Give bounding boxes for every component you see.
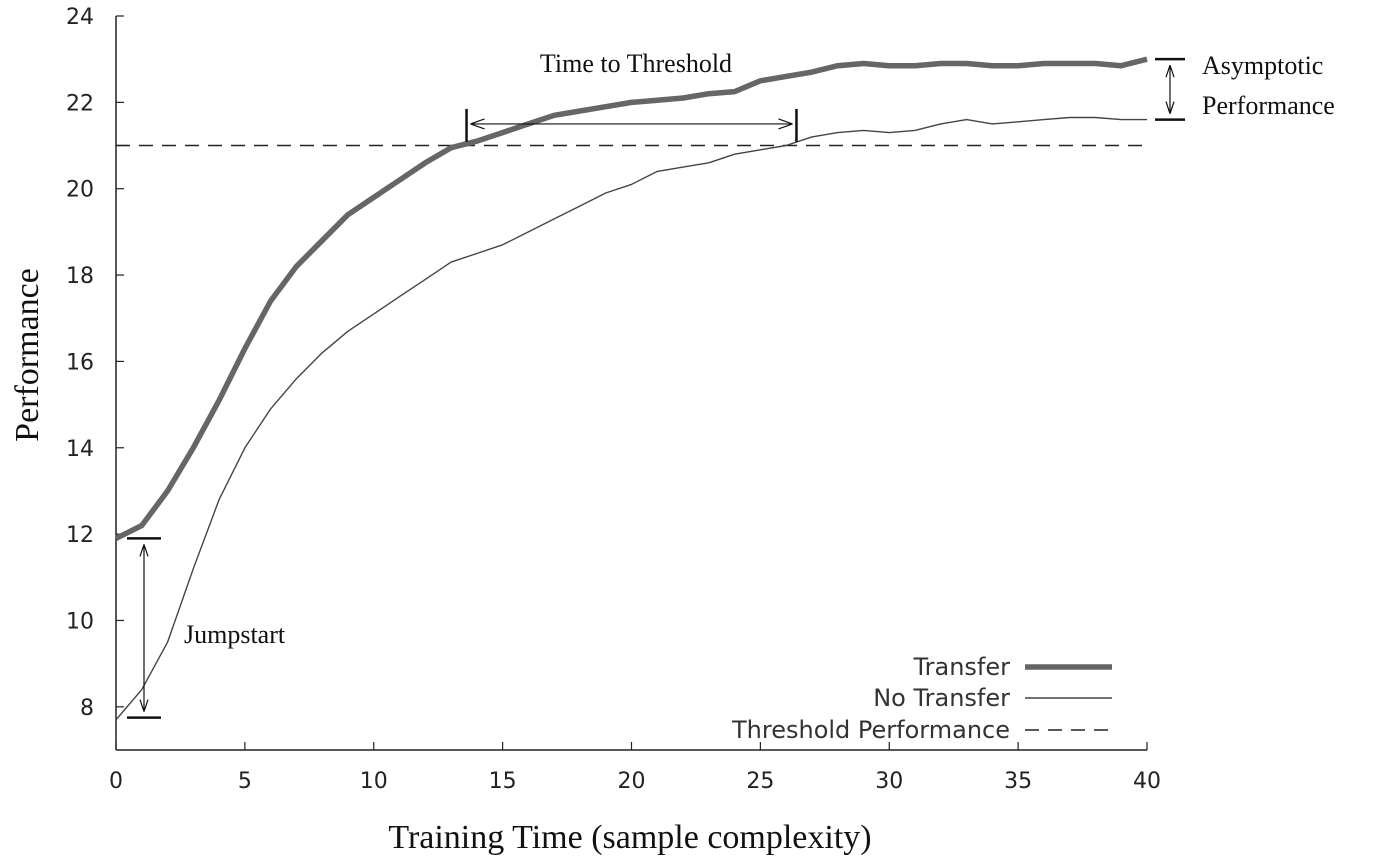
asymptotic-arrowhead-bottom xyxy=(1165,101,1175,114)
y-tick-label: 8 xyxy=(80,696,94,721)
x-tick-label: 0 xyxy=(109,769,123,794)
series-line-no-transfer xyxy=(115,116,1147,721)
legend-label-threshold-performance: Threshold Performance xyxy=(731,716,1010,744)
x-tick-label: 40 xyxy=(1133,769,1161,794)
y-tick-label: 14 xyxy=(66,437,94,462)
y-tick-label: 22 xyxy=(66,91,94,116)
x-tick-label: 10 xyxy=(360,769,388,794)
ticks: 0 5 10 15 20 25 30 35 40 8 10 12 14 16 18 20 22 24 xyxy=(66,5,1161,794)
annotations xyxy=(127,57,1185,719)
asymptotic-label-line1: Asymptotic xyxy=(1202,51,1323,80)
x-axis-title: Training Time (sample complexity) xyxy=(388,819,871,856)
y-tick-label: 24 xyxy=(66,5,94,30)
x-tick-label: 5 xyxy=(238,769,252,794)
time-to-threshold-arrowhead-left xyxy=(470,118,485,130)
y-tick-label: 10 xyxy=(66,609,94,634)
series-layer xyxy=(114,56,1148,721)
y-tick-label: 12 xyxy=(66,523,94,548)
legend-label-no-transfer: No Transfer xyxy=(873,684,1010,712)
jumpstart-arrowhead-top xyxy=(139,544,149,557)
x-tick-label: 15 xyxy=(489,769,517,794)
time-to-threshold-arrowhead-right xyxy=(778,118,793,130)
y-tick-label: 20 xyxy=(66,178,94,203)
x-tick-label: 30 xyxy=(875,769,903,794)
x-tick-label: 20 xyxy=(618,769,646,794)
jumpstart-arrowhead-bottom xyxy=(139,699,149,712)
series-line-transfer xyxy=(114,56,1148,541)
y-axis-title: Performance xyxy=(9,268,46,442)
x-tick-label: 25 xyxy=(746,769,774,794)
y-tick-label: 18 xyxy=(66,264,94,289)
time-to-threshold-label: Time to Threshold xyxy=(540,49,732,78)
y-tick-label: 16 xyxy=(66,350,94,375)
jumpstart-label: Jumpstart xyxy=(184,620,286,649)
x-tick-label: 35 xyxy=(1004,769,1032,794)
legend: Transfer No Transfer Threshold Performance xyxy=(731,653,1112,744)
asymptotic-arrowhead-top xyxy=(1165,64,1175,78)
legend-label-transfer: Transfer xyxy=(912,653,1010,681)
asymptotic-label-line2: Performance xyxy=(1202,91,1335,120)
